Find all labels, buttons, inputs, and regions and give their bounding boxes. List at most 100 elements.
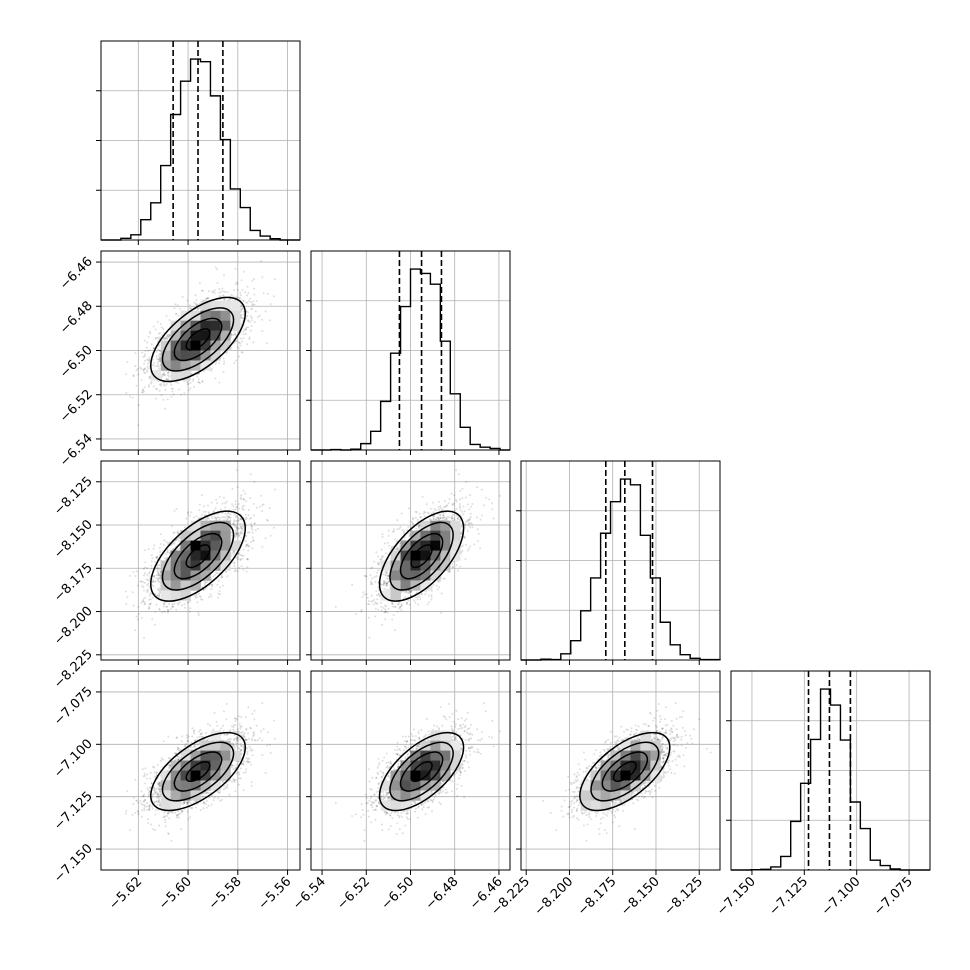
sample-point	[233, 561, 236, 564]
sample-point	[160, 384, 163, 387]
sample-point	[143, 581, 146, 584]
sample-point	[239, 517, 242, 520]
sample-point	[250, 315, 252, 318]
sample-point	[158, 367, 161, 370]
sample-point	[183, 392, 186, 395]
sample-point	[158, 564, 161, 567]
sample-point	[231, 534, 233, 537]
sample-point	[237, 341, 240, 344]
sample-point	[187, 511, 190, 514]
sample-point	[242, 270, 245, 273]
sample-point	[177, 603, 180, 606]
sample-point	[247, 319, 250, 322]
sample-point	[183, 526, 186, 529]
sample-point	[146, 567, 149, 569]
sample-point	[189, 387, 192, 390]
sample-point	[253, 321, 256, 324]
sample-point	[242, 525, 245, 528]
sample-point	[143, 371, 146, 374]
sample-point	[152, 347, 155, 350]
sample-point	[129, 574, 132, 577]
sample-point	[141, 351, 144, 354]
sample-point	[187, 601, 190, 604]
sample-point	[148, 356, 151, 359]
sample-point	[170, 608, 172, 611]
sample-point	[147, 349, 150, 352]
sample-point	[149, 603, 152, 606]
sample-point	[164, 557, 166, 560]
sample-point	[227, 512, 230, 515]
sample-point	[261, 545, 264, 548]
sample-point	[156, 357, 159, 360]
sample-point	[224, 516, 227, 519]
sample-point	[147, 579, 149, 582]
sample-point	[193, 301, 196, 304]
density-cell	[210, 320, 221, 331]
sample-point	[220, 508, 222, 511]
sample-point	[239, 291, 242, 294]
sample-point	[210, 595, 213, 598]
sample-point	[236, 289, 239, 292]
sample-point	[241, 557, 244, 560]
sample-point	[163, 373, 166, 376]
sample-point	[233, 520, 236, 523]
sample-point	[250, 522, 252, 525]
sample-point	[239, 558, 242, 561]
sample-point	[186, 381, 189, 383]
sample-point	[238, 355, 240, 358]
sample-point	[226, 575, 229, 578]
sample-point	[239, 337, 242, 340]
sample-point	[245, 301, 248, 304]
sample-point	[168, 602, 171, 605]
sample-point	[247, 292, 250, 295]
sample-point	[217, 596, 219, 599]
sample-point	[163, 610, 166, 613]
sample-point	[141, 600, 144, 602]
sample-point	[165, 337, 168, 340]
sample-point	[136, 618, 139, 621]
sample-point	[232, 508, 235, 511]
sample-point	[218, 516, 221, 519]
sample-point	[166, 398, 169, 401]
sample-point	[230, 293, 233, 296]
sample-point	[252, 300, 255, 303]
sample-point	[156, 556, 159, 559]
density-cell	[220, 300, 231, 311]
sample-point	[222, 371, 225, 373]
sample-point	[253, 303, 256, 306]
sample-point	[272, 295, 275, 298]
sample-point	[246, 314, 249, 317]
sample-point	[238, 566, 240, 569]
sample-point	[197, 611, 200, 614]
sample-point	[253, 522, 256, 525]
sample-point	[248, 545, 251, 548]
sample-point	[250, 527, 253, 530]
sample-point	[213, 573, 216, 576]
sample-point	[251, 528, 254, 531]
sample-point	[155, 574, 158, 577]
sample-point	[207, 290, 210, 293]
sample-point	[155, 350, 158, 353]
sample-point	[262, 292, 265, 295]
sample-point	[235, 340, 238, 343]
sample-point	[125, 603, 128, 606]
sample-point	[215, 516, 218, 519]
sample-point	[167, 333, 170, 336]
sample-point	[224, 512, 227, 515]
sample-point	[221, 502, 224, 505]
sample-point	[242, 299, 245, 302]
sample-point	[195, 299, 198, 302]
sample-point	[261, 276, 264, 279]
sample-point	[176, 304, 179, 307]
sample-point	[137, 424, 140, 427]
sample-point	[152, 574, 155, 577]
sample-point	[226, 517, 229, 520]
sample-point	[244, 328, 247, 331]
sample-point	[222, 357, 225, 360]
sample-point	[250, 525, 253, 528]
sample-point	[192, 378, 195, 381]
sample-point	[196, 307, 199, 310]
sample-point	[159, 533, 162, 536]
sample-point	[143, 601, 146, 604]
sample-point	[159, 332, 162, 334]
